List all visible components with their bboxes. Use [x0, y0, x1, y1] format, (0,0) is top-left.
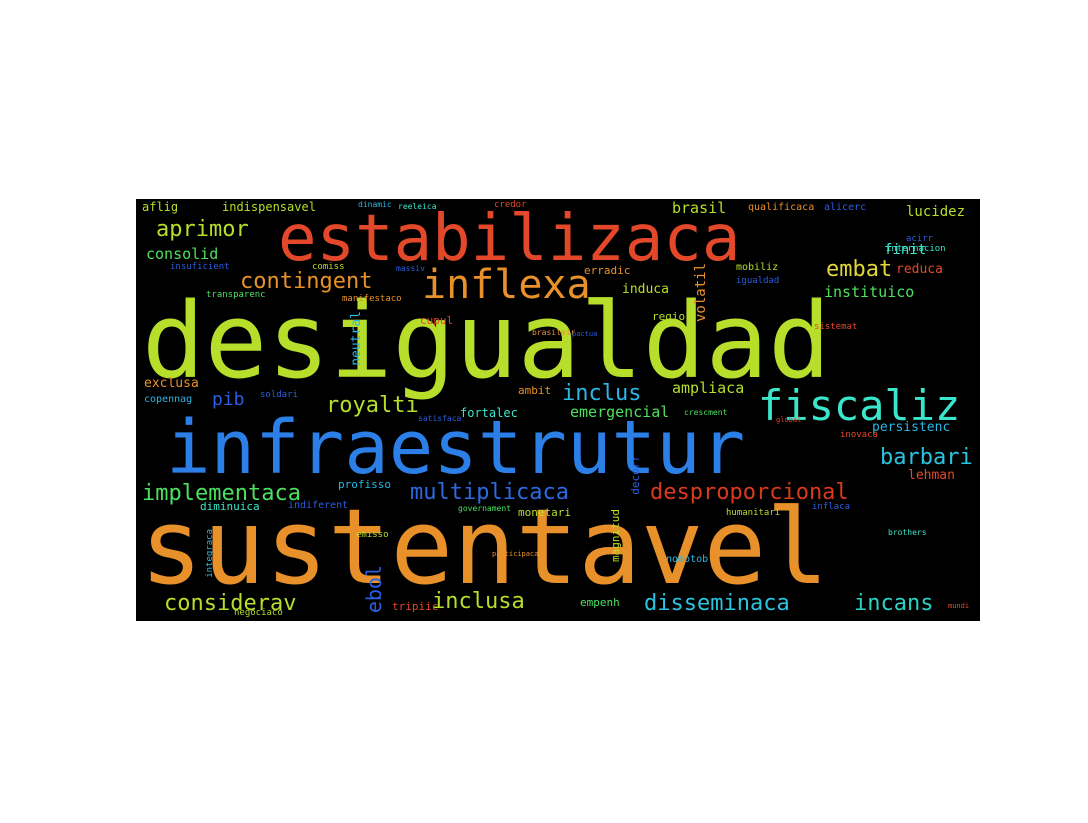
word-inflexa: inflexa: [422, 262, 591, 308]
word-finit: finit: [884, 242, 927, 258]
word-ampliaca: ampliaca: [672, 379, 745, 397]
word-brothers: brothers: [888, 528, 927, 537]
word-brasileir: brasileir: [532, 328, 576, 337]
word-negociaco: negociaco: [234, 608, 283, 618]
word-lehman: lehman: [908, 468, 955, 483]
word-comiss: comiss: [312, 262, 345, 272]
word-royalti: royalti: [326, 393, 419, 418]
word-aflig: aflig: [142, 200, 179, 214]
word-consideravel: considerav: [164, 591, 297, 616]
word-ambit: ambit: [518, 384, 552, 397]
word-indiferent: indiferent: [288, 500, 349, 511]
word-mundi: mundi: [948, 602, 970, 610]
word-desigualdad: desigualdad: [142, 280, 831, 402]
word-volatil: volatil: [693, 263, 709, 323]
word-participaca: participaca: [492, 550, 539, 558]
word-cupul: cupul: [420, 314, 454, 327]
word-empenh: empenh: [580, 596, 620, 609]
word-persistenc: persistenc: [872, 420, 951, 435]
word-fiscaliz: fiscaliz: [758, 381, 961, 430]
word-magnitud: magnitud: [609, 509, 622, 562]
word-transparenc: transparenc: [206, 290, 266, 300]
word-insuficient: insuficient: [170, 262, 230, 272]
word-regio: regio: [652, 310, 686, 323]
word-incans: incans: [854, 591, 934, 616]
word-nomotob: nomotob: [666, 554, 709, 565]
word-cloud: sustentavel desigualdad infraestrutur es…: [136, 199, 980, 621]
word-pactua: pactua: [572, 330, 598, 338]
word-emisso: emisso: [356, 530, 389, 540]
word-qualificaca: qualificaca: [748, 202, 815, 213]
word-lucidez: lucidez: [906, 204, 966, 220]
word-reeleica: reeleica: [398, 202, 437, 211]
word-global: global: [776, 416, 802, 424]
word-mobiliz: mobiliz: [736, 262, 779, 273]
word-acirr: acirr: [906, 234, 934, 244]
word-humanitari: humanitari: [726, 508, 781, 518]
word-credor: credor: [494, 200, 527, 210]
word-ebol: ebol: [362, 565, 386, 614]
word-fortalec: fortalec: [460, 406, 518, 420]
word-embat: embat: [826, 257, 893, 282]
word-indispensavel: indispensavel: [222, 200, 316, 214]
word-alicerc: alicerc: [824, 202, 867, 213]
word-emergencial: emergencial: [570, 403, 670, 421]
word-brasil: brasil: [672, 199, 727, 217]
word-dinamic: dinamic: [358, 200, 392, 209]
word-neutral: neutral: [349, 311, 364, 366]
word-copennag: copennag: [144, 394, 193, 405]
word-inflaca: inflaca: [812, 502, 850, 512]
word-aprimor: aprimor: [156, 217, 249, 242]
word-profisso: profisso: [338, 478, 391, 491]
word-monetari: monetari: [518, 506, 571, 519]
word-igualdad: igualdad: [736, 276, 780, 286]
word-massiv: massiv: [396, 264, 425, 273]
word-infraestrutur: infraestrutur: [166, 405, 746, 491]
word-satisfaca: satisfaca: [418, 414, 462, 423]
word-disseminaca: disseminaca: [644, 591, 790, 616]
word-instituico: instituico: [824, 283, 915, 301]
word-governament: governament: [458, 504, 511, 513]
word-diminuica: diminuica: [200, 500, 260, 513]
word-reduca: reduca: [896, 262, 943, 277]
word-erradic: erradic: [584, 264, 631, 277]
word-inclus: inclus: [562, 381, 642, 406]
word-internacion: internacion: [886, 244, 946, 254]
word-inovaca: inovaca: [840, 430, 878, 440]
word-exclusa: exclusa: [144, 376, 199, 391]
word-induca: induca: [622, 282, 669, 297]
word-consolid: consolid: [146, 245, 219, 263]
word-sustentavel: sustentavel: [140, 486, 829, 608]
word-implementaca: implementaca: [142, 481, 301, 506]
word-tripiic: tripiic: [392, 600, 439, 613]
word-decorr: decorr: [629, 455, 642, 495]
word-sistemat: sistemat: [814, 322, 858, 332]
word-estabilizaca: estabilizaca: [278, 202, 741, 276]
word-manifestaco: manifestaco: [342, 294, 402, 304]
word-inclusa: inclusa: [432, 589, 525, 614]
word-crescment: crescment: [684, 408, 728, 417]
word-contingent: contingent: [240, 269, 373, 294]
word-pib: pib: [212, 389, 245, 410]
word-multiplicaca: multiplicaca: [410, 480, 569, 505]
word-desproporcional: desproporcional: [650, 480, 849, 505]
word-barbari: barbari: [880, 445, 973, 470]
word-soldari: soldari: [260, 390, 298, 400]
word-integraca: integraca: [205, 529, 215, 578]
